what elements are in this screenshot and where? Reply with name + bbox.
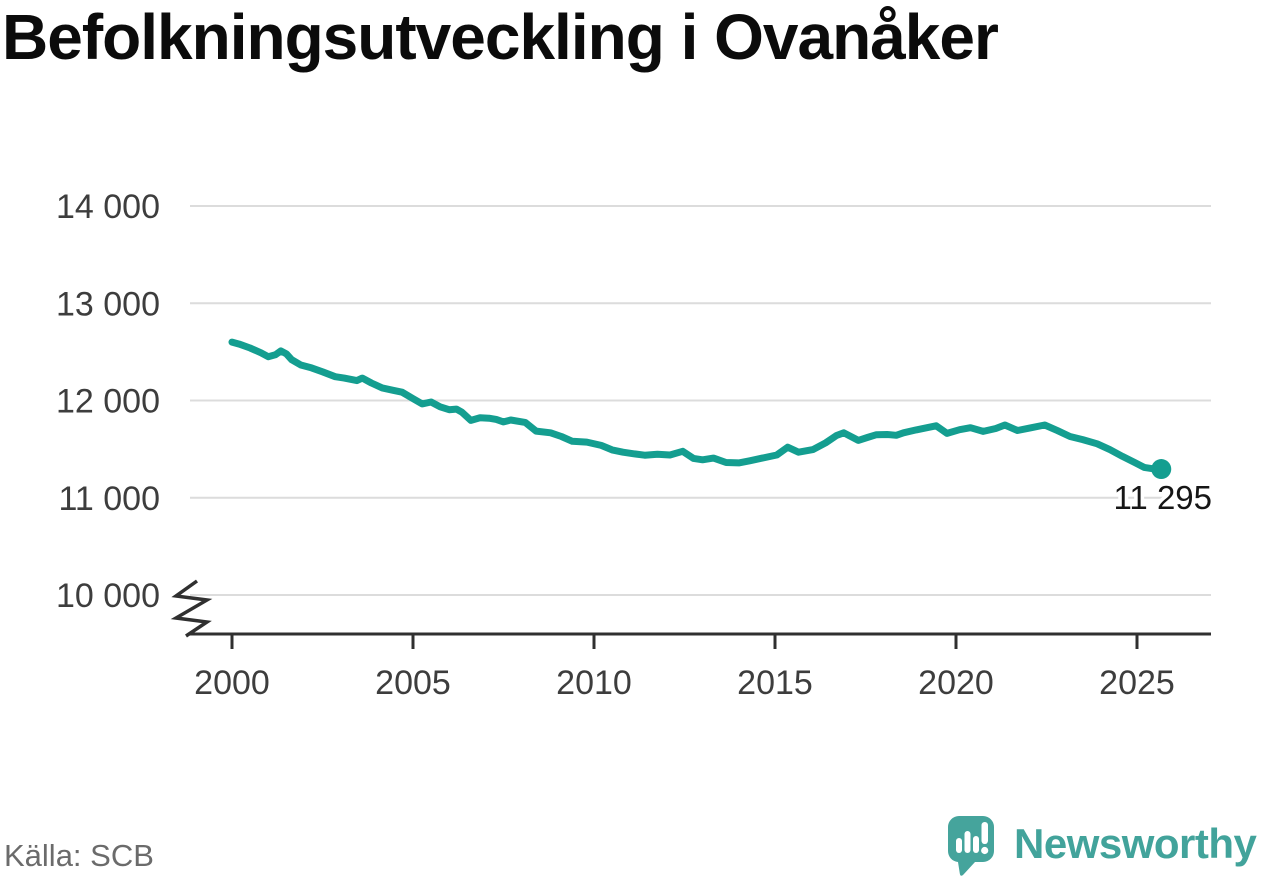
- source-label: Källa: SCB: [4, 838, 154, 873]
- chart-title: Befolkningsutveckling i Ovanåker: [2, 1, 999, 73]
- latest-point-marker: [1151, 459, 1172, 480]
- y-tick-label: 10 000: [56, 577, 160, 615]
- axis-break-marker: [170, 579, 213, 638]
- x-tick-label: 2010: [556, 664, 632, 702]
- y-tick-label: 14 000: [56, 188, 160, 226]
- exclamation-bar: [981, 822, 988, 844]
- x-tick-label: 2025: [1099, 664, 1175, 702]
- population-line: [228, 338, 1165, 473]
- bar-2: [964, 831, 971, 853]
- newsworthy-logo-icon: [947, 816, 994, 876]
- y-tick-label: 13 000: [56, 285, 160, 323]
- bar-3: [973, 836, 979, 853]
- x-tick-label: 2005: [375, 664, 451, 702]
- exclamation-dot: [981, 846, 989, 855]
- y-tick-label: 12 000: [56, 383, 160, 421]
- latest-value-label: 11 295: [1114, 479, 1212, 516]
- newsworthy-logo: Newsworthy: [944, 814, 1262, 879]
- bar-1: [956, 838, 962, 853]
- x-tick-label: 2020: [918, 664, 994, 702]
- x-tick-label: 2000: [194, 664, 270, 702]
- brand-wordmark: Newsworthy: [1014, 820, 1257, 867]
- x-tick-label: 2015: [737, 664, 813, 702]
- y-tick-label: 11 000: [59, 480, 160, 518]
